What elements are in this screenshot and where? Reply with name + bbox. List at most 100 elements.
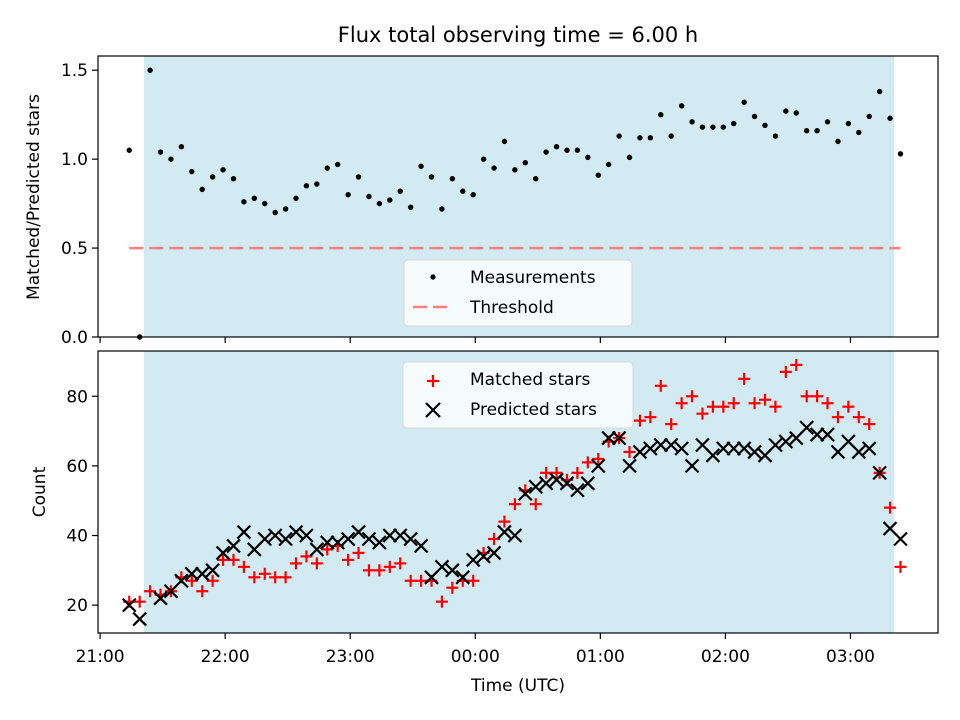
measurement-point <box>689 119 695 125</box>
predicted-star-point <box>153 590 168 606</box>
measurement-point <box>314 181 320 187</box>
matched-star-point <box>362 564 375 577</box>
matched-star-point <box>144 585 157 598</box>
legend-predicted-label: Predicted stars <box>470 400 597 420</box>
measurement-point <box>668 133 674 139</box>
measurement-point <box>282 206 289 212</box>
predicted-star-point <box>528 479 543 495</box>
matched-star-point <box>884 501 897 514</box>
matched-star-point <box>790 358 803 371</box>
predicted-star-point <box>215 545 231 561</box>
predicted-star-point <box>705 448 721 463</box>
measurement-point <box>470 192 476 198</box>
measurement-point <box>595 172 601 178</box>
measurement-point <box>199 186 205 193</box>
measurement-point <box>866 113 872 120</box>
ratio-x-axis-ticks <box>99 337 852 343</box>
matched-star-point <box>727 397 740 410</box>
measurement-point <box>564 147 570 153</box>
predicted-star-point <box>288 524 304 540</box>
measurement-point <box>168 156 174 162</box>
measurement-point <box>303 183 310 189</box>
matched-star-point <box>415 574 428 587</box>
measurement-points <box>126 67 904 340</box>
matched-star-point <box>206 574 219 587</box>
measurement-point <box>626 154 633 161</box>
predicted-star-point <box>622 458 637 474</box>
matched-star-point <box>300 550 313 563</box>
predicted-star-point <box>320 535 335 550</box>
predicted-star-point <box>653 437 669 453</box>
predicted-star-point <box>267 528 283 543</box>
measurement-point <box>678 103 685 109</box>
predicted-star-point <box>820 427 835 442</box>
measurement-point <box>637 135 643 141</box>
matched-star-point <box>529 498 542 511</box>
predicted-star-point <box>580 476 596 491</box>
predicted-star-point <box>299 528 314 543</box>
matched-star-point <box>435 595 448 608</box>
y-tick-label: 80 <box>66 387 88 407</box>
matched-star-point <box>217 553 230 566</box>
predicted-star-point <box>736 441 752 456</box>
matched-star-point <box>508 498 521 511</box>
matched-star-point <box>623 445 636 458</box>
measurement-point <box>835 138 841 145</box>
measurement-point <box>126 147 132 153</box>
measurement-point <box>418 163 424 169</box>
measurement-point <box>262 200 268 207</box>
predicted-star-point <box>726 441 742 456</box>
predicted-star-point <box>278 531 293 547</box>
matched-star-point <box>321 543 334 556</box>
matched-star-point <box>717 400 730 413</box>
predicted-star-point <box>309 542 325 557</box>
matched-star-point <box>696 407 709 420</box>
matched-star-point <box>758 393 771 406</box>
predicted-star-point <box>132 611 147 627</box>
measurement-point <box>616 133 622 139</box>
legend-matched-label: Matched stars <box>470 370 590 390</box>
y-tick-label: 0.5 <box>61 239 88 259</box>
measurement-point <box>230 176 237 182</box>
ratio-legend: Measurements Threshold <box>403 259 633 327</box>
measurement-point <box>845 120 852 127</box>
matched-star-point <box>571 466 584 479</box>
predicted-star-point <box>851 444 867 460</box>
measurement-point <box>428 174 435 180</box>
predicted-star-point <box>716 441 731 456</box>
legend-measurements-marker <box>430 274 436 280</box>
measurement-point <box>522 160 528 166</box>
matched-star-point <box>196 585 209 598</box>
matched-star-point <box>279 571 292 584</box>
y-tick-label: 60 <box>66 457 88 477</box>
measurement-point <box>178 144 185 150</box>
x-tick-label: 23:00 <box>326 647 375 667</box>
predicted-star-point <box>684 458 700 474</box>
measurement-point <box>512 167 518 173</box>
measurement-point <box>501 138 508 145</box>
count-y-axis-ticks: 20 40 60 80 <box>66 387 98 616</box>
matched-star-point <box>644 411 657 424</box>
matched-star-point <box>404 574 417 587</box>
predicted-star-point <box>538 476 554 491</box>
y-tick-label: 20 <box>66 596 88 616</box>
x-tick-label: 21:00 <box>76 647 125 667</box>
predicted-star-point <box>174 573 189 589</box>
count-panel: 20 40 60 80 21:00 22:00 23:00 00:00 01:00 02:00 0… <box>30 350 939 696</box>
predicted-star-point <box>445 563 460 578</box>
measurement-point <box>585 154 591 161</box>
predicted-star-point <box>611 430 627 446</box>
matched-star-point <box>633 414 646 427</box>
predicted-star-point <box>643 441 658 456</box>
count-panel-frame <box>97 350 939 634</box>
x-tick-label: 22:00 <box>201 647 250 667</box>
measurement-point <box>147 67 153 73</box>
measurement-point <box>824 119 831 125</box>
count-legend-box <box>402 361 634 429</box>
predicted-star-point <box>340 531 356 547</box>
predicted-star-point <box>809 427 825 442</box>
predicted-star-point <box>570 482 585 498</box>
predicted-star-point <box>590 458 606 474</box>
predicted-star-point <box>361 531 377 547</box>
